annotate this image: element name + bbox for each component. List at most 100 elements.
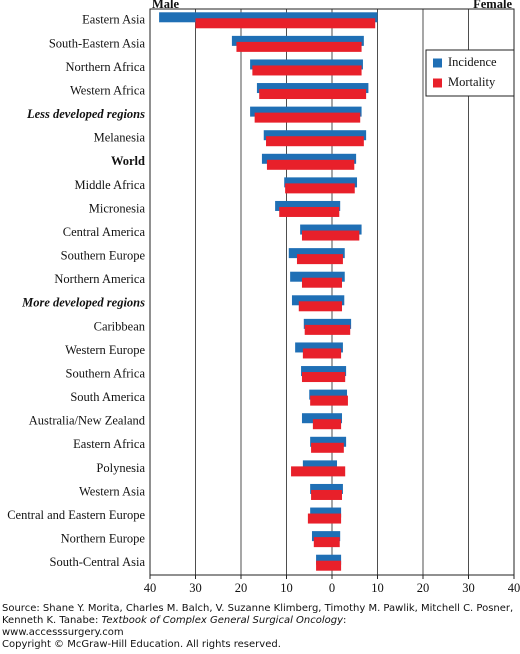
bar xyxy=(301,372,332,383)
category-label: South-Central Asia xyxy=(50,555,146,569)
x-tick-label: 30 xyxy=(462,581,475,595)
category-label: Australia/New Zealand xyxy=(29,414,146,428)
bar xyxy=(332,206,340,217)
x-tick-label: 30 xyxy=(189,581,202,595)
bar xyxy=(332,18,376,29)
category-label: Melanesia xyxy=(94,131,146,145)
bar xyxy=(288,248,332,259)
bar xyxy=(316,554,332,565)
category-label: World xyxy=(111,154,145,168)
bar xyxy=(300,224,332,235)
x-tick-label: 40 xyxy=(508,581,520,595)
bar xyxy=(301,366,332,377)
bar xyxy=(332,41,362,52)
bar xyxy=(252,65,332,76)
bar xyxy=(310,436,332,447)
bar xyxy=(332,366,347,377)
bar xyxy=(332,112,361,123)
category-label: Middle Africa xyxy=(75,178,146,192)
legend-label: Incidence xyxy=(448,55,497,69)
bar xyxy=(310,483,332,494)
bar xyxy=(301,413,332,424)
bar xyxy=(284,177,332,188)
source-note: Source: Shane Y. Morita, Charles M. Balc… xyxy=(2,603,517,651)
bar xyxy=(332,483,343,494)
bar xyxy=(266,136,332,147)
male-label: Male xyxy=(152,0,180,11)
x-tick-label: 10 xyxy=(280,581,293,595)
female-label: Female xyxy=(473,0,512,11)
bar xyxy=(332,277,343,288)
bar xyxy=(250,59,332,70)
bar xyxy=(332,130,367,141)
x-tick-label: 20 xyxy=(235,581,248,595)
bar xyxy=(231,35,332,46)
bar xyxy=(332,442,344,453)
bar xyxy=(290,271,332,282)
bar xyxy=(285,183,332,194)
bar xyxy=(236,41,332,52)
bar xyxy=(302,348,332,359)
bar xyxy=(254,112,332,123)
bar xyxy=(332,413,343,424)
bar xyxy=(312,419,332,430)
category-label: Central and Eastern Europe xyxy=(7,508,145,522)
bar xyxy=(332,254,343,265)
bar xyxy=(332,436,347,447)
bar xyxy=(296,254,332,265)
bar xyxy=(309,389,332,400)
bar xyxy=(332,348,342,359)
bar xyxy=(332,177,358,188)
bar xyxy=(332,153,357,164)
legend-label: Mortality xyxy=(448,75,496,89)
bar xyxy=(263,130,332,141)
bar xyxy=(311,531,332,542)
category-label: More developed regions xyxy=(21,296,145,310)
bar xyxy=(310,507,332,518)
bar xyxy=(261,153,332,164)
bar xyxy=(303,318,332,329)
category-label: Southern Europe xyxy=(61,249,146,263)
bar xyxy=(332,489,343,500)
bar xyxy=(332,230,360,241)
category-label: Eastern Asia xyxy=(82,13,145,27)
x-tick-label: 10 xyxy=(371,581,384,595)
category-label: Northern America xyxy=(54,272,145,286)
category-label: South America xyxy=(70,390,145,404)
bar xyxy=(302,460,332,471)
category-label: Polynesia xyxy=(96,461,145,475)
bar xyxy=(259,89,332,100)
legend-box xyxy=(425,49,515,97)
bar xyxy=(332,248,345,259)
bar xyxy=(332,513,342,524)
source-url: www.accesssurgery.com xyxy=(2,627,124,638)
bar xyxy=(332,531,341,542)
bar xyxy=(310,395,332,406)
bar xyxy=(316,560,332,571)
bar xyxy=(332,159,355,170)
copyright: Copyright © McGraw-Hill Education. All r… xyxy=(2,639,281,650)
source-text: Source: Shane Y. Morita, Charles M. Balc… xyxy=(2,603,514,626)
bar xyxy=(275,200,332,211)
category-label: Western Europe xyxy=(65,343,145,357)
bar xyxy=(332,59,363,70)
bar xyxy=(332,342,343,353)
bar xyxy=(304,324,332,335)
bar xyxy=(332,419,342,430)
bar xyxy=(332,301,343,312)
bar xyxy=(313,537,332,548)
bar xyxy=(332,389,348,400)
bar xyxy=(266,159,332,170)
bar xyxy=(332,395,348,406)
bar xyxy=(332,106,362,117)
bar xyxy=(332,65,362,76)
bar xyxy=(332,554,342,565)
bar xyxy=(332,507,342,518)
bar xyxy=(301,230,332,241)
bar xyxy=(307,513,332,524)
bar xyxy=(311,442,332,453)
category-label: Eastern Africa xyxy=(73,437,145,451)
category-label: Less developed regions xyxy=(26,107,145,121)
bar xyxy=(195,18,332,29)
